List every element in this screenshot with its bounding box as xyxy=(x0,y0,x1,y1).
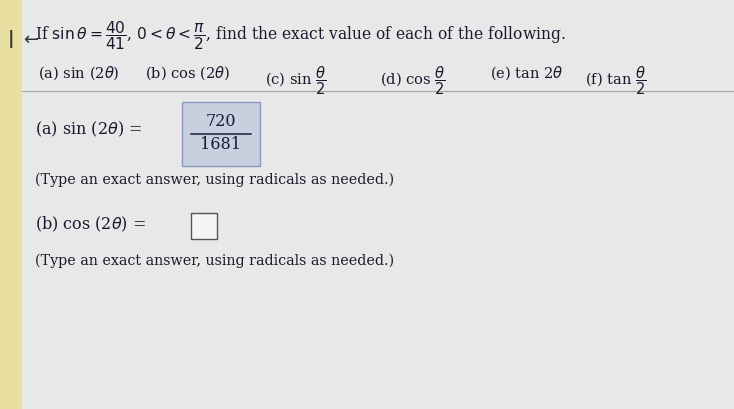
Text: 1681: 1681 xyxy=(200,136,241,153)
Text: (a) sin (2$\theta$) =: (a) sin (2$\theta$) = xyxy=(35,119,144,139)
Text: (Type an exact answer, using radicals as needed.): (Type an exact answer, using radicals as… xyxy=(35,173,394,187)
Text: (d) cos $\dfrac{\theta}{2}$: (d) cos $\dfrac{\theta}{2}$ xyxy=(380,64,446,97)
Text: (f) tan $\dfrac{\theta}{2}$: (f) tan $\dfrac{\theta}{2}$ xyxy=(585,64,647,97)
Text: (a) sin (2$\theta$): (a) sin (2$\theta$) xyxy=(38,64,120,82)
Text: (c) sin $\dfrac{\theta}{2}$: (c) sin $\dfrac{\theta}{2}$ xyxy=(265,64,327,97)
Text: |: | xyxy=(8,30,14,48)
Text: 720: 720 xyxy=(206,113,236,130)
FancyBboxPatch shape xyxy=(191,213,217,239)
Text: $\leftarrow$: $\leftarrow$ xyxy=(20,30,40,48)
Text: (b) cos (2$\theta$) =: (b) cos (2$\theta$) = xyxy=(35,214,148,234)
Text: (e) tan 2$\theta$: (e) tan 2$\theta$ xyxy=(490,64,564,82)
Text: (Type an exact answer, using radicals as needed.): (Type an exact answer, using radicals as… xyxy=(35,254,394,268)
Text: If $\sin\theta = \dfrac{40}{41}$, $0 < \theta < \dfrac{\pi}{2}$, find the exact : If $\sin\theta = \dfrac{40}{41}$, $0 < \… xyxy=(35,19,566,52)
FancyBboxPatch shape xyxy=(0,0,22,409)
Text: (b) cos (2$\theta$): (b) cos (2$\theta$) xyxy=(145,64,230,82)
FancyBboxPatch shape xyxy=(182,102,260,166)
